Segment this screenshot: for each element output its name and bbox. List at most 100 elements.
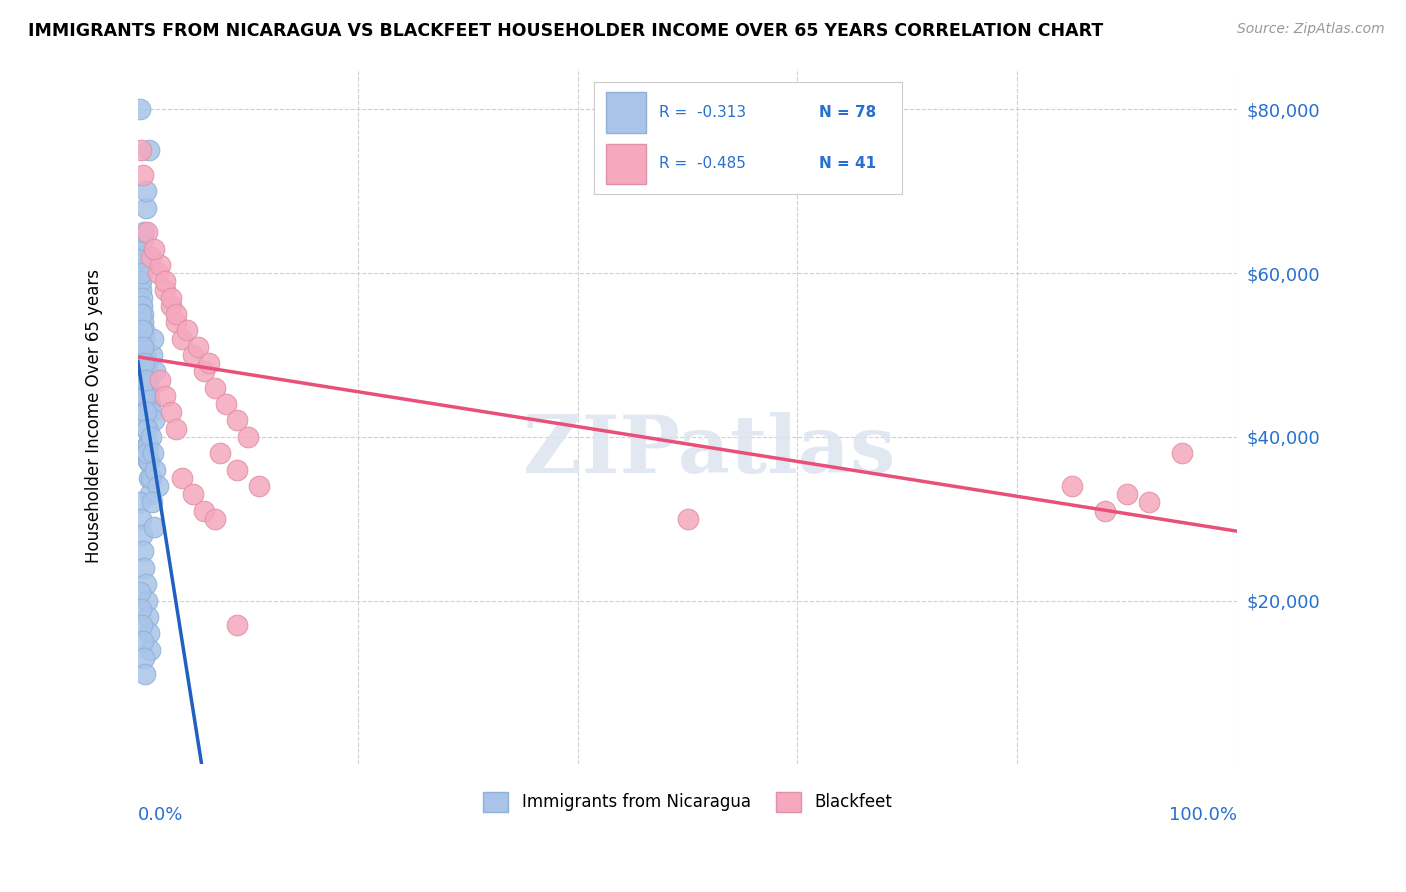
Point bbox=[170, 332, 193, 346]
Point bbox=[135, 438, 157, 452]
Point bbox=[135, 593, 157, 607]
Point bbox=[209, 446, 232, 460]
Point bbox=[176, 323, 198, 337]
Point bbox=[136, 373, 159, 387]
Point bbox=[132, 544, 155, 558]
Point bbox=[132, 634, 155, 648]
Point bbox=[225, 462, 247, 476]
Point bbox=[131, 373, 153, 387]
Point bbox=[135, 446, 157, 460]
Point bbox=[155, 283, 177, 297]
Point bbox=[1062, 479, 1084, 493]
Point bbox=[215, 397, 238, 411]
Point bbox=[129, 283, 152, 297]
Point bbox=[135, 422, 157, 436]
Point bbox=[128, 585, 150, 599]
Point bbox=[135, 577, 157, 591]
Point bbox=[138, 389, 160, 403]
Point bbox=[131, 340, 153, 354]
Point bbox=[165, 315, 187, 329]
Point bbox=[134, 348, 156, 362]
Point bbox=[146, 266, 169, 280]
Point bbox=[129, 340, 152, 354]
Point bbox=[1094, 503, 1116, 517]
Point bbox=[134, 561, 156, 575]
Point bbox=[132, 373, 155, 387]
Point bbox=[132, 340, 155, 354]
Point bbox=[139, 250, 162, 264]
Point bbox=[135, 405, 157, 419]
Point bbox=[134, 389, 156, 403]
Point bbox=[136, 364, 159, 378]
Point bbox=[225, 618, 247, 632]
Point bbox=[129, 274, 152, 288]
Point bbox=[160, 291, 183, 305]
Text: Source: ZipAtlas.com: Source: ZipAtlas.com bbox=[1237, 22, 1385, 37]
Point bbox=[181, 348, 204, 362]
Point bbox=[1116, 487, 1139, 501]
Point bbox=[170, 471, 193, 485]
Point bbox=[135, 373, 157, 387]
Point bbox=[139, 487, 162, 501]
Point bbox=[138, 626, 160, 640]
Point bbox=[676, 512, 699, 526]
Point bbox=[142, 446, 165, 460]
Point bbox=[134, 667, 156, 681]
Point bbox=[160, 405, 183, 419]
Point bbox=[149, 258, 172, 272]
Point bbox=[187, 340, 209, 354]
Point bbox=[204, 381, 226, 395]
Point bbox=[198, 356, 221, 370]
Point bbox=[193, 503, 215, 517]
Point bbox=[136, 438, 159, 452]
Point bbox=[132, 651, 155, 665]
Point bbox=[1137, 495, 1160, 509]
Point bbox=[129, 250, 152, 264]
Point bbox=[129, 512, 152, 526]
Point bbox=[128, 242, 150, 256]
Point bbox=[155, 274, 177, 288]
Point bbox=[132, 168, 155, 182]
Point bbox=[138, 144, 160, 158]
Point bbox=[134, 405, 156, 419]
Point bbox=[165, 422, 187, 436]
Point bbox=[132, 307, 155, 321]
Legend: Immigrants from Nicaragua, Blackfeet: Immigrants from Nicaragua, Blackfeet bbox=[477, 785, 898, 819]
Point bbox=[128, 258, 150, 272]
Point bbox=[155, 389, 177, 403]
Point bbox=[143, 413, 166, 427]
Point bbox=[247, 479, 270, 493]
Point bbox=[138, 471, 160, 485]
Point bbox=[181, 487, 204, 501]
Point bbox=[131, 528, 153, 542]
Point bbox=[134, 225, 156, 239]
Point bbox=[129, 495, 152, 509]
Point bbox=[135, 201, 157, 215]
Point bbox=[134, 332, 156, 346]
Point bbox=[131, 323, 153, 337]
Point bbox=[1171, 446, 1194, 460]
Point bbox=[141, 348, 163, 362]
Point bbox=[129, 103, 152, 117]
Point bbox=[143, 242, 166, 256]
Point bbox=[136, 422, 159, 436]
Point bbox=[139, 397, 162, 411]
Point bbox=[146, 479, 169, 493]
Point bbox=[193, 364, 215, 378]
Text: Householder Income Over 65 years: Householder Income Over 65 years bbox=[84, 269, 103, 564]
Point bbox=[138, 454, 160, 468]
Text: 0.0%: 0.0% bbox=[138, 806, 183, 824]
Point bbox=[136, 454, 159, 468]
Point bbox=[135, 225, 157, 239]
Point bbox=[129, 601, 152, 615]
Point bbox=[145, 462, 167, 476]
Point bbox=[129, 323, 152, 337]
Text: 100.0%: 100.0% bbox=[1170, 806, 1237, 824]
Point bbox=[204, 512, 226, 526]
Point bbox=[129, 356, 152, 370]
Text: ZIPatlas: ZIPatlas bbox=[523, 412, 896, 491]
Point bbox=[131, 618, 153, 632]
Point bbox=[129, 144, 152, 158]
Point bbox=[136, 610, 159, 624]
Point bbox=[129, 307, 152, 321]
